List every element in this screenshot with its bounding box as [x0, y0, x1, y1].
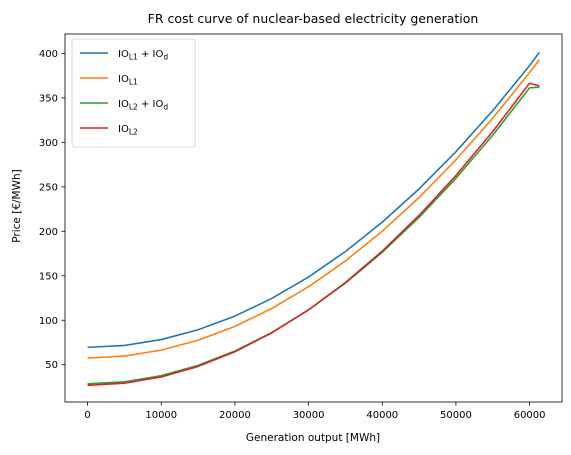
x-tick-label: 10000 — [145, 410, 177, 421]
series-lines — [87, 51, 541, 387]
y-tick-label: 50 — [45, 360, 58, 371]
x-tick-label: 20000 — [219, 410, 251, 421]
x-axis-label: Generation output [MWh] — [246, 432, 380, 444]
x-tick-label: 50000 — [440, 410, 472, 421]
legend-entry: IOL2 + IOd — [118, 99, 168, 112]
y-tick-label: 400 — [39, 49, 58, 60]
y-tick-label: 100 — [39, 316, 58, 327]
y-tick-label: 250 — [39, 182, 58, 193]
chart-title: FR cost curve of nuclear-based electrici… — [148, 11, 479, 26]
y-tick-label: 300 — [39, 138, 58, 149]
x-ticks: 0 10000 20000 30000 40000 50000 60000 — [84, 402, 546, 421]
legend-box — [71, 38, 196, 148]
x-tick-label: 0 — [84, 410, 90, 421]
x-tick-label: 30000 — [293, 410, 325, 421]
y-axis-label: Price [€/MWh] — [11, 169, 23, 242]
plot-area-frame — [64, 33, 563, 403]
y-tick-label: 350 — [39, 93, 58, 104]
y-tick-label: 200 — [39, 227, 58, 238]
x-tick-label: 40000 — [366, 410, 398, 421]
y-tick-label: 150 — [39, 271, 58, 282]
series-line-1 — [87, 51, 541, 349]
series-line-4 — [87, 82, 540, 387]
legend: IOL1 + IOd IOL1 IOL2 + IOd IOL2 — [71, 38, 196, 148]
legend-entry: IOL1 — [118, 74, 138, 87]
legend-entry: IOL1 + IOd — [118, 49, 168, 62]
series-line-2 — [87, 59, 541, 359]
y-ticks: 50 100 150 200 250 300 350 400 — [39, 49, 65, 371]
legend-entry: IOL2 — [118, 124, 138, 137]
x-tick-label: 60000 — [514, 410, 546, 421]
